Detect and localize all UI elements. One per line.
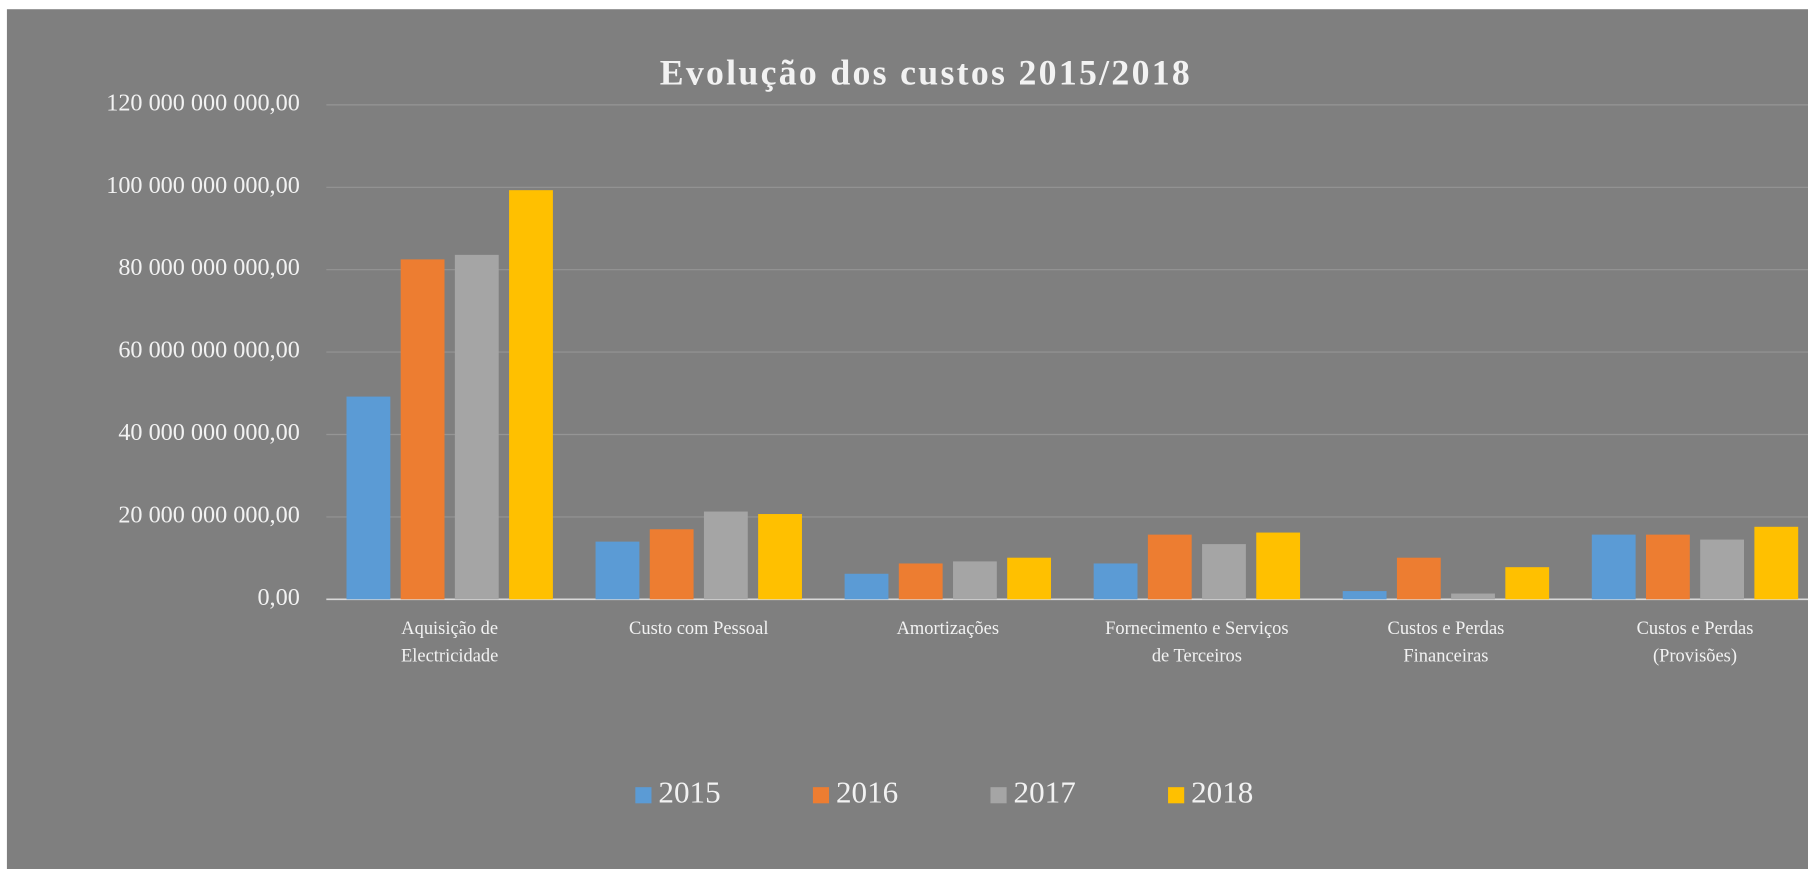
bar [454,254,499,600]
bar [649,529,694,600]
bar [1202,544,1246,600]
y-tick-label: 20 000 000 000,00 [118,501,299,528]
x-tick-label: Custos e Perdas (Provisões) [1636,618,1754,667]
bar [1591,534,1636,600]
legend-label: 2017 [1014,774,1076,809]
bar [1754,526,1799,600]
x-tick-label-box: Fornecimento e Serviços de Terceiros [1105,618,1289,667]
bar [758,514,802,600]
bar [1007,557,1052,600]
bar [1700,539,1745,600]
bar [1396,557,1441,600]
bar [953,561,997,600]
x-tick-label: Amortizações [896,618,1000,639]
bar [346,396,391,600]
legend-label: 2016 [836,774,898,809]
y-tick-label: 40 000 000 000,00 [118,419,299,446]
bar [595,541,640,600]
y-tick-label: 100 000 000 000,00 [106,172,300,199]
legend-label: 2015 [658,774,720,809]
legend-swatch [635,787,652,804]
bar [1147,534,1192,600]
bar [1645,534,1690,600]
bar [509,190,553,600]
y-tick-label: 80 000 000 000,00 [118,254,299,281]
y-tick-label: 0,00 [257,584,299,611]
bar [844,573,889,600]
chart-title: Evolução dos custos 2015/2018 [660,52,1192,92]
legend-label: 2018 [1191,774,1253,809]
x-tick-label: Fornecimento e Serviços de Terceiros [1105,618,1289,667]
legend-swatch [1168,787,1185,804]
legend-swatch [812,787,830,804]
y-tick-label: 60 000 000 000,00 [118,337,299,364]
bar [400,259,445,600]
x-tick-label: Custo com Pessoal [629,618,769,639]
x-tick-label: Custos e Perdas Financeiras [1387,618,1505,667]
bar [1342,591,1387,600]
bar [898,563,943,600]
x-tick-label-box: Aquisição de Electricidade [401,618,499,667]
bar [1505,567,1550,600]
chart-background [6,9,1808,869]
x-tick-label-box: Custos e Perdas (Provisões) [1636,618,1754,667]
bar [703,511,748,600]
bar [1451,593,1495,600]
x-tick-label-box: Custo com Pessoal [629,618,769,639]
x-tick-label-box: Custos e Perdas Financeiras [1387,618,1505,667]
bar [1256,532,1301,600]
y-tick-label: 120 000 000 000,00 [106,89,300,116]
bar [1093,563,1138,600]
legend-swatch [990,787,1007,804]
x-tick-label: Aquisição de Electricidade [401,618,499,667]
x-tick-label-box: Amortizações [896,618,1000,639]
